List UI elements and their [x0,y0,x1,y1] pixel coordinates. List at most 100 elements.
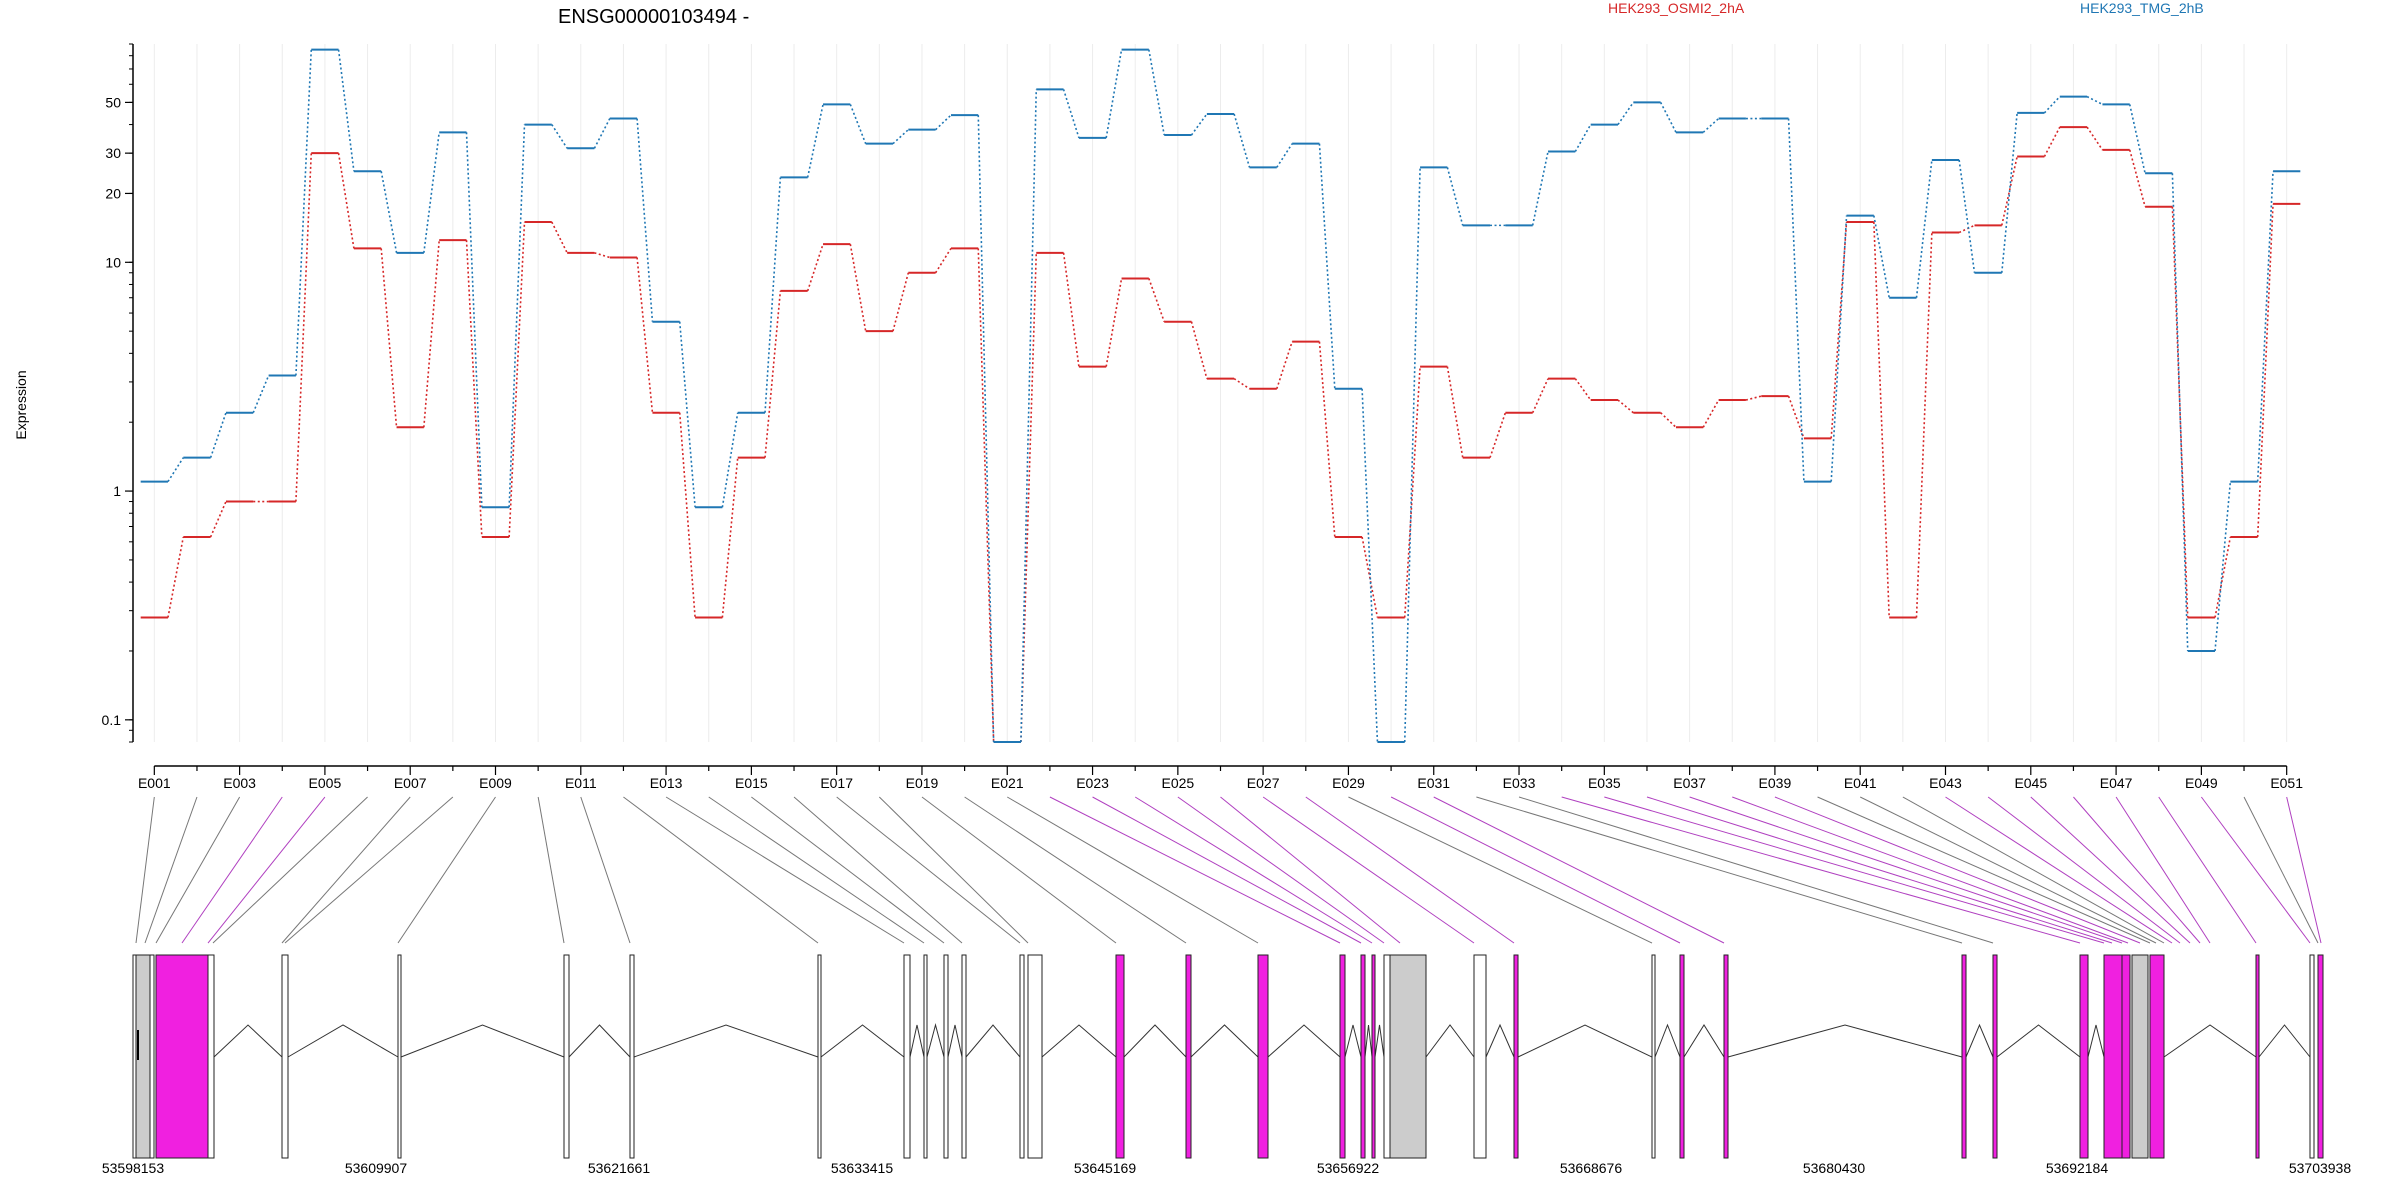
series-connector [1873,221,1891,618]
series-connector [1745,395,1762,401]
intron-line [2258,1024,2311,1058]
series-connector [1276,341,1293,390]
exon-connector [284,796,454,944]
y-tick-label: 30 [105,145,121,161]
x-tick-label: E019 [906,775,939,791]
exon-connector [2115,796,2211,944]
exon-connector [135,796,155,944]
exon-box [2255,954,2260,1159]
intron-line [1374,1024,1385,1058]
exon-connector [1092,796,1362,944]
series-connector [721,412,739,508]
x-tick-label: E027 [1247,775,1280,791]
y-tick-label: 0.1 [102,712,122,728]
exon-connector [580,796,631,944]
exon-connector [1262,796,1475,944]
series-connector [1190,113,1208,136]
intron-line [2163,1024,2257,1058]
exon-box [1371,954,1376,1159]
exon-box [1185,954,1192,1159]
series-connector [2086,95,2103,106]
series-connector [2171,173,2189,651]
series-connector [849,104,867,144]
exon-box [155,954,209,1159]
exon-connector [836,796,1021,944]
exon-box [903,954,911,1159]
exon-connector [1561,796,2081,944]
series-connector [1233,377,1250,390]
series-connector [678,321,696,508]
series-connector [1617,399,1634,414]
exon-connector [1859,796,2157,944]
series-connector [1574,124,1592,152]
exon-box [281,954,289,1159]
series-connector [1403,167,1421,743]
gene-model-track: 53598153 53609907 53621661 53633415 53645169… [102,954,2351,1176]
intron-line [1425,1024,1475,1058]
series-connector [2043,96,2061,114]
genomic-coordinate-label: 53609907 [345,1160,408,1176]
exon-box [923,954,928,1159]
exon-connector [751,796,945,944]
intron-line [1267,1024,1341,1058]
series-2 [140,48,2301,743]
series-connector [2256,203,2274,538]
exon-connector [1348,796,1653,944]
x-tick-label: E025 [1162,775,1195,791]
intron-line [909,1024,925,1058]
series-connector [551,124,568,149]
series-connector [1915,232,1933,618]
exon-connector [623,796,819,944]
exon-box [397,954,402,1159]
series-connector [806,243,824,292]
series-connector [935,114,952,131]
exon-box [1389,954,1427,1159]
series-connector [2043,126,2061,157]
exon-connector [2073,796,2201,944]
intron-line [1683,1024,1725,1058]
exon-connector-lines [135,796,2322,944]
intron-line [213,1024,283,1058]
x-tick-label: E051 [2270,775,2303,791]
exon-connector [1732,796,2129,944]
exon-box [1115,954,1125,1159]
exon-connector [397,796,496,944]
series-connector [594,252,611,259]
series-connector [849,244,867,332]
exon-box [1019,954,1025,1159]
series-connector [678,412,696,618]
intron-line [1364,1024,1373,1058]
exon-connector [2030,796,2191,944]
x-tick-label: E035 [1588,775,1621,791]
series-connector [2086,126,2104,151]
exon-connector [207,796,326,944]
x-tick-label: E031 [1417,775,1450,791]
y-tick-label: 50 [105,94,121,110]
exon-connector [1433,796,1725,944]
exon-connector [1177,796,1385,944]
exon-connector [181,796,283,944]
x-tick-label: E047 [2100,775,2133,791]
exon-connector [281,796,411,944]
series-connector [508,124,526,508]
exon-connector [1987,796,2181,944]
series-connector [2214,481,2232,652]
intron-line [820,1024,905,1058]
exon-connector [1220,796,1401,944]
intron-line [1965,1023,1994,1058]
exon-box [2317,954,2324,1159]
genomic-coordinate-label: 53668676 [1560,1160,1623,1176]
intron-line [1517,1024,1653,1058]
intron-line [1996,1024,2081,1058]
series-connector [1446,167,1464,226]
intron-line [1190,1024,1259,1058]
exon-connector [1902,796,2165,944]
exon-connector [1604,796,2105,944]
exon-connector [2243,796,2319,944]
series-connector [892,129,909,145]
exon-connector [708,796,925,944]
x-tick-label: E007 [394,775,427,791]
exon-box [2131,954,2149,1159]
series-connector [295,49,313,376]
